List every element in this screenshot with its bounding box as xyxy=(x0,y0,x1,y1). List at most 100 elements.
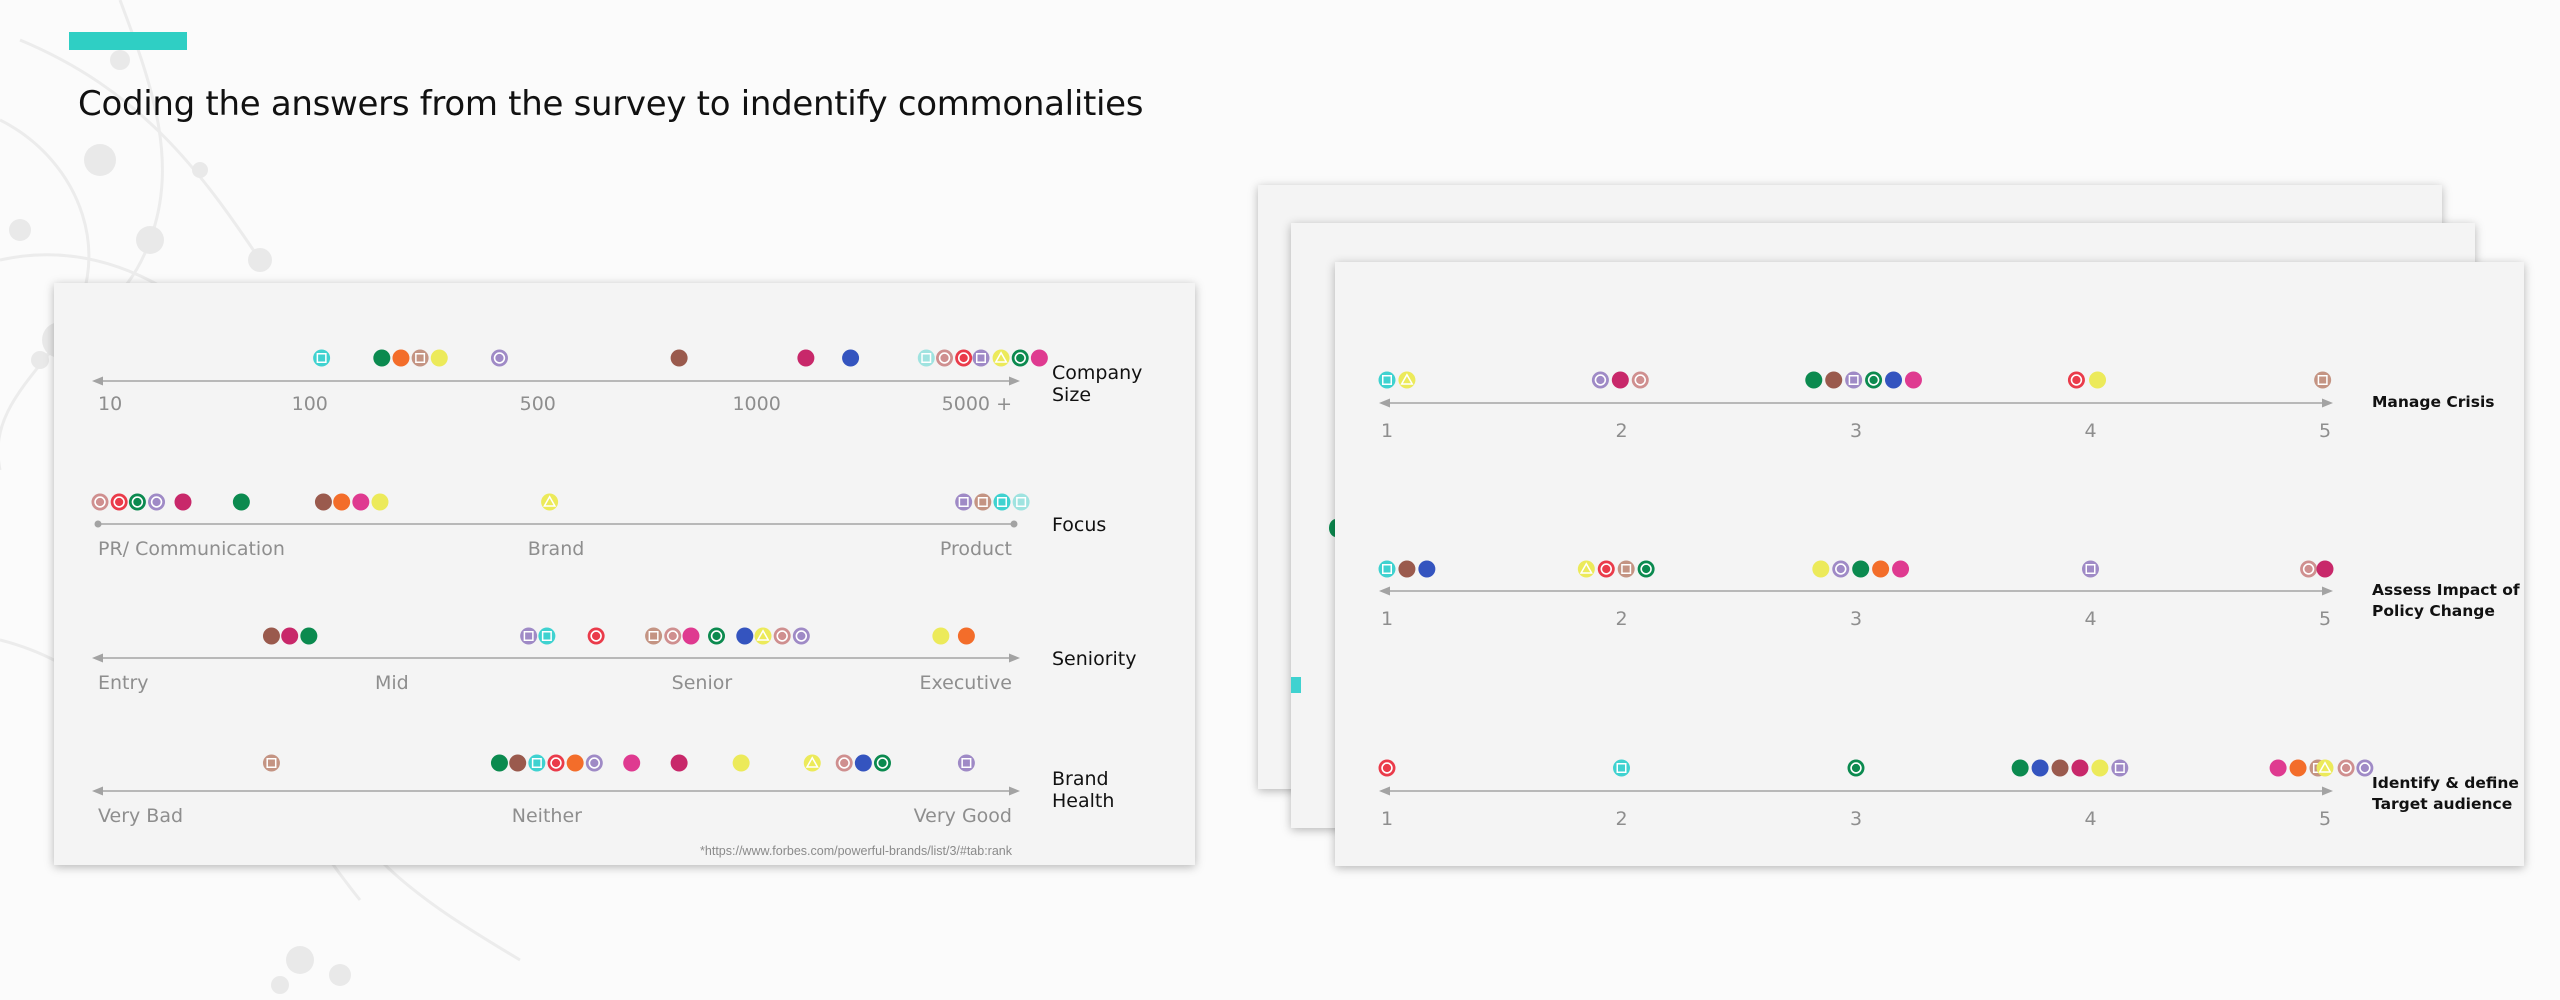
tick-label: 4 xyxy=(2084,808,2096,830)
data-point xyxy=(566,754,584,772)
data-point xyxy=(411,349,429,367)
chart1-row-2: 1 2 3 4 5 Identify & define Target audience xyxy=(1378,759,2519,830)
data-point xyxy=(835,754,853,772)
data-point xyxy=(520,627,538,645)
data-point xyxy=(1631,371,1649,389)
data-point xyxy=(2289,759,2307,777)
data-point xyxy=(1398,371,1416,389)
data-point xyxy=(538,627,556,645)
data-point xyxy=(2314,371,2332,389)
row-label: Manage Crisis xyxy=(2372,393,2494,411)
tick-label: Product xyxy=(940,538,1012,560)
tick-label: 2 xyxy=(1615,808,1627,830)
tick-label: 100 xyxy=(292,393,328,415)
data-point xyxy=(2011,759,2029,777)
tick-label: 5 xyxy=(2319,808,2331,830)
data-point xyxy=(932,627,950,645)
data-point xyxy=(803,754,821,772)
data-point xyxy=(2356,759,2374,777)
data-point xyxy=(992,349,1010,367)
row-label: Policy Change xyxy=(2372,602,2495,620)
data-point xyxy=(547,754,565,772)
data-point xyxy=(1805,371,1823,389)
data-point xyxy=(936,349,954,367)
data-point xyxy=(1865,371,1883,389)
chart1-row-1: 1 2 3 4 5 Assess Impact of Policy Change xyxy=(1378,560,2520,630)
data-point xyxy=(2067,371,2085,389)
axis-arrow-left xyxy=(92,653,103,663)
data-point xyxy=(708,627,726,645)
data-point xyxy=(682,627,700,645)
data-point xyxy=(2337,759,2355,777)
data-point xyxy=(373,349,391,367)
tick-label: 1 xyxy=(1381,608,1393,630)
data-point xyxy=(509,754,527,772)
data-point xyxy=(1398,560,1416,578)
data-point xyxy=(623,754,641,772)
data-point xyxy=(1812,560,1830,578)
data-point xyxy=(1637,560,1655,578)
data-point xyxy=(2316,560,2334,578)
profile-coding-card: 10 100 500 1000 5000 + Company Size PR/ Communi… xyxy=(54,283,1195,865)
row-label: Assess Impact of xyxy=(2372,581,2520,599)
tick-label: 5 xyxy=(2319,420,2331,442)
data-point xyxy=(110,493,128,511)
data-point xyxy=(2031,759,2049,777)
axis-arrow-left xyxy=(1379,586,1390,596)
tick-label: Mid xyxy=(375,672,409,694)
page-title: Coding the answers from the survey to in… xyxy=(78,84,1144,124)
data-point xyxy=(1872,560,1890,578)
data-point xyxy=(792,627,810,645)
data-point xyxy=(352,493,370,511)
axis-end-dot-left xyxy=(94,520,102,528)
axis-arrow-left xyxy=(92,376,103,386)
chart1-row-0: 1 2 3 4 5 Manage Crisis xyxy=(1378,371,2494,442)
tick-label: 5 xyxy=(2319,608,2331,630)
chart0-row-1: PR/ Communication Brand Product Focus xyxy=(91,493,1106,560)
data-point xyxy=(955,349,973,367)
data-point xyxy=(732,754,750,772)
data-point xyxy=(993,493,1011,511)
tick-label: 1 xyxy=(1381,808,1393,830)
data-point xyxy=(1378,560,1396,578)
tick-label: Entry xyxy=(98,672,149,694)
data-point xyxy=(148,493,166,511)
data-point xyxy=(1617,560,1635,578)
tick-label: 1 xyxy=(1381,420,1393,442)
data-point xyxy=(262,754,280,772)
use-case-coding-card: 1 2 3 4 5 Manage Crisis 1 2 3 4 5 Assess Impact of P… xyxy=(1335,262,2524,866)
tick-label: 5000 + xyxy=(942,393,1012,415)
data-point xyxy=(773,627,791,645)
data-point xyxy=(333,493,351,511)
data-point xyxy=(2300,560,2318,578)
axis-arrow-left xyxy=(1379,398,1390,408)
data-point xyxy=(664,627,682,645)
data-point xyxy=(1904,371,1922,389)
data-point xyxy=(1378,759,1396,777)
data-point xyxy=(1011,349,1029,367)
data-point xyxy=(1845,371,1863,389)
accent-bar xyxy=(69,32,187,50)
axis-arrow-right xyxy=(2322,398,2333,408)
axis-arrow-right xyxy=(1009,653,1020,663)
tick-label: 3 xyxy=(1850,420,1862,442)
data-point xyxy=(541,493,559,511)
data-point xyxy=(2071,759,2089,777)
data-point xyxy=(1832,560,1850,578)
row-label: Focus xyxy=(1052,514,1106,536)
data-point xyxy=(1591,371,1609,389)
data-point xyxy=(670,754,688,772)
data-point xyxy=(232,493,250,511)
data-point xyxy=(2089,371,2107,389)
data-point xyxy=(2082,560,2099,578)
data-point xyxy=(1852,560,1870,578)
stacked-card-middle-tick xyxy=(1291,677,1301,693)
data-point xyxy=(490,754,508,772)
data-point xyxy=(528,754,546,772)
tick-label: 2 xyxy=(1615,608,1627,630)
row-label: Identify & define xyxy=(2372,774,2519,792)
tick-label: Very Good xyxy=(914,805,1012,827)
row-label: Company xyxy=(1052,362,1142,384)
